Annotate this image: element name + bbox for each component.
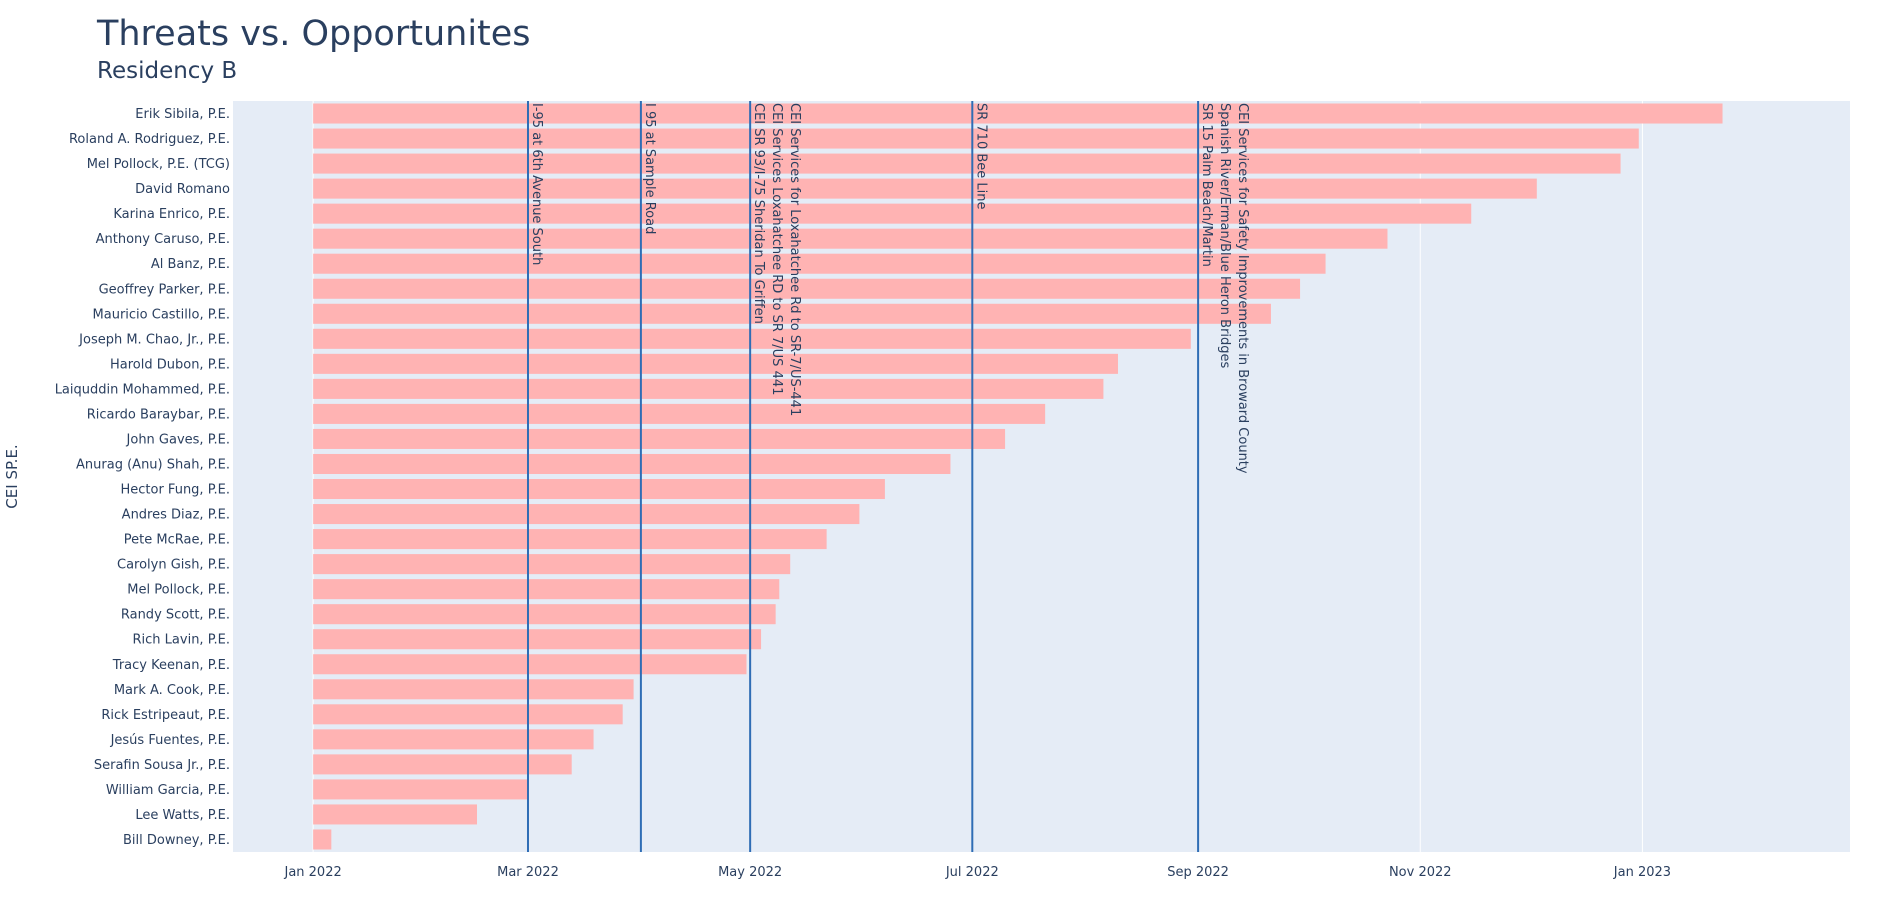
bar [313,328,1191,349]
y-tick-label: Bill Downey, P.E. [123,833,230,848]
y-tick-label: Mel Pollock, P.E. [127,583,230,598]
y-tick-label: Karina Enrico, P.E. [113,207,230,222]
bar [313,504,860,525]
x-tick-label: Mar 2022 [497,865,559,880]
bar [313,403,1046,424]
y-tick-label: Jesús Fuentes, P.E. [110,733,230,748]
x-tick-label: May 2022 [718,865,782,880]
y-tick-label: Andres Diaz, P.E. [122,508,230,523]
bar [313,278,1301,299]
bar [313,729,594,750]
y-tick-label: Mauricio Castillo, P.E. [93,307,230,322]
bar [313,479,885,500]
x-tick-labels: Jan 2022 Mar 2022 May 2022 Jul 2022 Sep 2022… [283,865,1671,880]
reference-line-label: CEI SR 93/I-75 Sheridan To Griffen [751,103,766,324]
y-tick-label: Mel Pollock, P.E. (TCG) [87,157,230,172]
bar [313,128,1639,149]
bar [313,103,1723,124]
y-tick-label: Al Banz, P.E. [151,257,230,272]
x-tick-label: Jan 2022 [283,865,341,880]
bar [313,579,780,600]
reference-line-label: CEI Services Loxahatchee RD to SR 7/US 4… [769,103,784,395]
bar [313,804,478,825]
y-tick-label: John Gaves, P.E. [126,432,230,447]
bars [313,103,1723,850]
chart-subtitle: Residency B [97,58,238,84]
y-tick-label: Carolyn Gish, P.E. [117,558,230,573]
y-tick-label: Lee Watts, P.E. [135,808,230,823]
y-tick-label: Harold Dubon, P.E. [110,357,230,372]
bar [313,529,827,550]
y-tick-label: Geoffrey Parker, P.E. [99,282,230,297]
reference-line-label: CEI Services for Loxahatchee Rd to SR-7/… [787,103,802,416]
y-axis-title: CEI SP.E. [3,444,21,508]
y-tick-label: Pete McRae, P.E. [124,533,230,548]
y-tick-label: Serafin Sousa Jr., P.E. [94,758,230,773]
reference-line-label: CEI Services for Safety Improvements in … [1235,103,1250,474]
y-tick-label: Tracy Keenan, P.E. [112,658,230,673]
y-tick-label: Randy Scott, P.E. [121,608,230,623]
y-tick-label: David Romano [135,182,230,197]
reference-line-label: I-95 at 6th Avenue South [529,103,544,265]
plot-background [233,101,1850,852]
y-tick-label: William Garcia, P.E. [106,783,230,798]
bar [313,679,634,700]
x-tick-label: Sep 2022 [1167,865,1229,880]
y-tick-label: Rich Lavin, P.E. [133,633,230,648]
bar [313,228,1388,249]
bar [313,253,1326,274]
y-tick-label: Erik Sibila, P.E. [135,107,230,122]
y-tick-label: Anthony Caruso, P.E. [96,232,230,247]
bar [313,779,528,800]
chart-title: Threats vs. Opportunites [97,14,531,54]
reference-lines: I-95 at 6th Avenue South I 95 at Sample R… [526,101,1250,852]
bar [313,754,572,775]
x-tick-label: Jan 2023 [1613,865,1671,880]
y-tick-label: Mark A. Cook, P.E. [114,683,230,698]
bar [313,428,1006,449]
bar [313,629,762,650]
bar [313,554,791,575]
y-tick-label: Ricardo Baraybar, P.E. [87,407,230,422]
bar [313,353,1118,374]
bar [313,654,747,675]
bar [313,203,1472,224]
y-tick-label: Roland A. Rodriguez, P.E. [69,132,230,147]
bar [313,178,1537,199]
reference-line-label: Spanish River/Erman/Blue Heron Bridges [1217,103,1232,369]
x-tick-label: Jul 2022 [945,865,999,880]
bar [313,829,332,850]
bar [313,303,1271,324]
bar [313,453,951,474]
y-tick-label: Joseph M. Chao, Jr., P.E. [78,332,230,347]
y-tick-label: Anurag (Anu) Shah, P.E. [76,457,230,472]
reference-line-label: SR 15 Palm Beach/Martin [1199,103,1214,267]
reference-line-label: I 95 at Sample Road [642,103,657,234]
reference-line-label: SR 710 Bee Line [973,103,988,210]
x-tick-label: Nov 2022 [1389,865,1452,880]
y-tick-label: Rick Estripeaut, P.E. [101,708,230,723]
bar [313,704,623,725]
bar [313,604,776,625]
bar [313,378,1104,399]
y-tick-labels: Erik Sibila, P.E. Roland A. Rodriguez, P.… [55,107,230,848]
y-tick-label: Hector Fung, P.E. [120,483,230,498]
bar [313,153,1621,174]
y-tick-label: Laiquddin Mohammed, P.E. [55,382,230,397]
